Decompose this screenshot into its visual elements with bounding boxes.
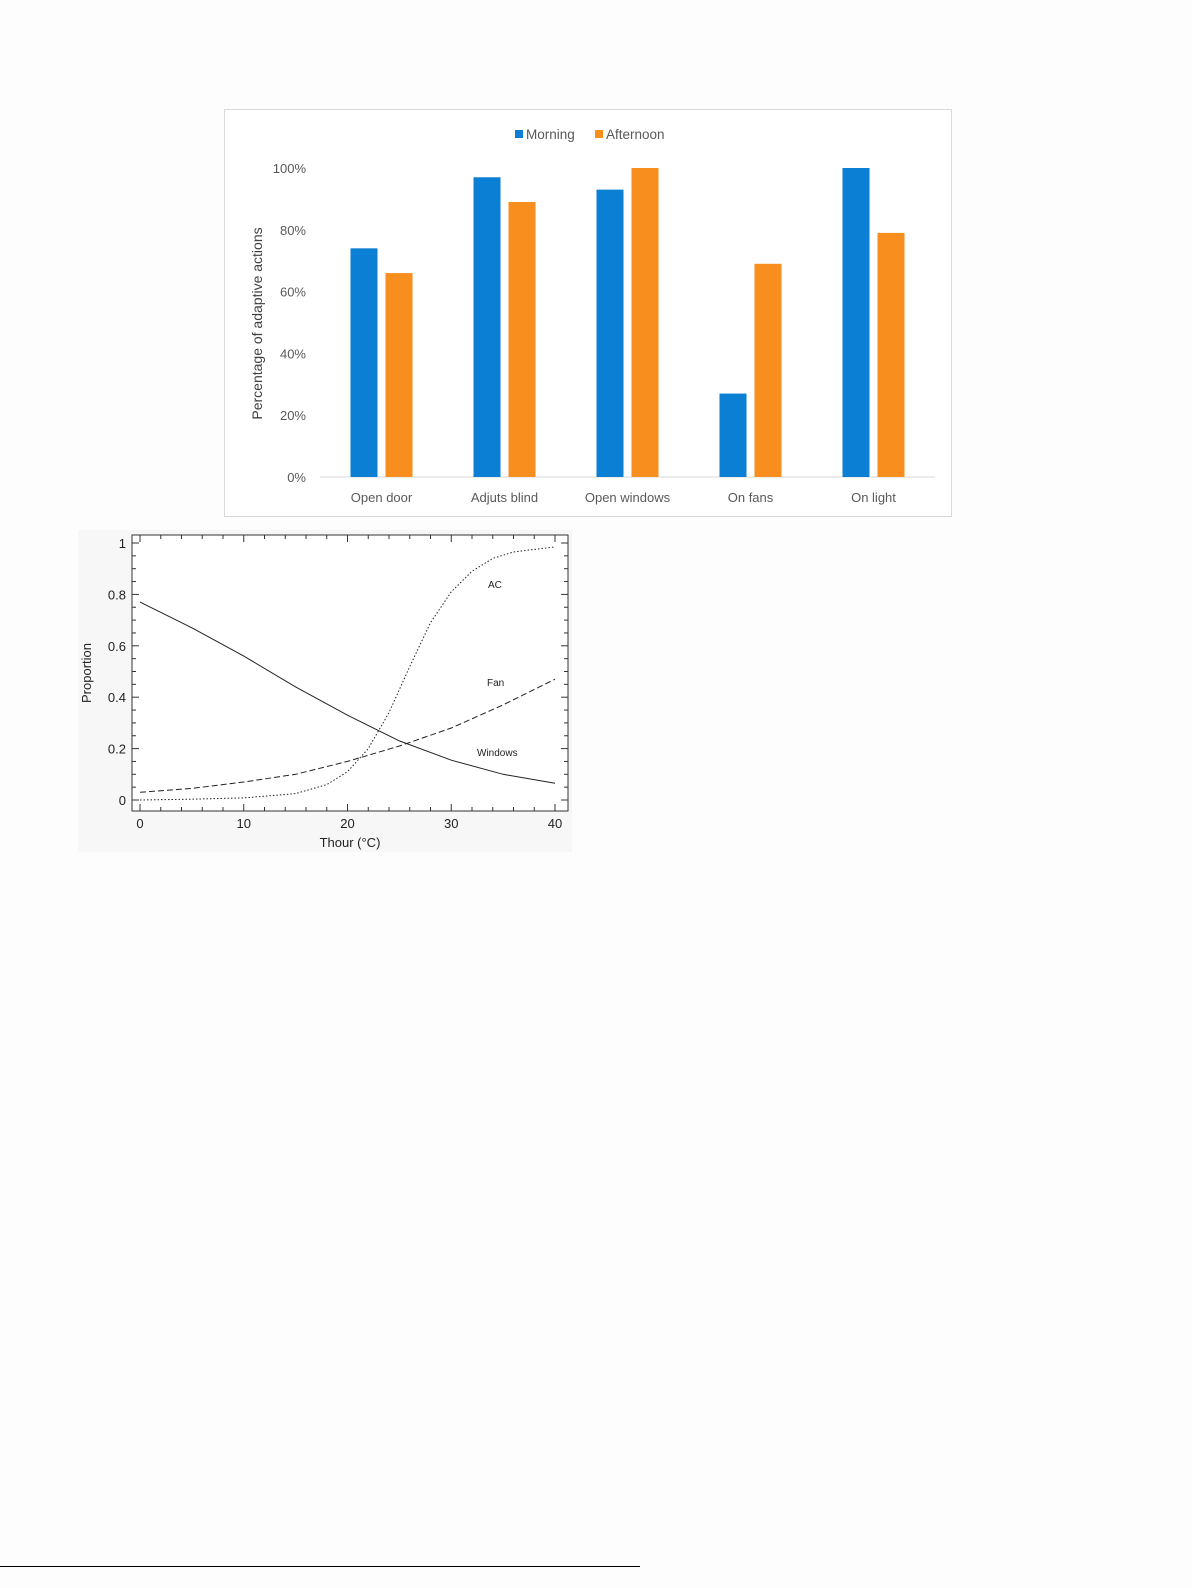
x-tick-label: 0	[136, 816, 143, 831]
y-tick-label: 0.8	[108, 587, 126, 602]
bar-afternoon-open-windows	[631, 168, 659, 477]
series-line-fan	[139, 678, 556, 793]
y-tick-label: 20%	[280, 408, 306, 423]
y-tick-label: 40%	[280, 346, 306, 361]
bar-afternoon-on-fans	[754, 263, 782, 477]
bar-morning-adjuts-blind	[473, 177, 501, 477]
y-tick-label: 0.2	[108, 742, 126, 757]
y-tick-label: 1	[119, 536, 126, 551]
x-tick-label: Adjuts blind	[471, 490, 538, 505]
y-tick-label: 60%	[280, 285, 306, 300]
adaptive-actions-bar-chart: 0% 20% 40% 60% 80% 100% Percentage of adaptive…	[224, 109, 952, 517]
legend-swatch-morning	[515, 130, 523, 138]
x-tick-label: 10	[237, 816, 251, 831]
footnote-rule	[0, 1566, 640, 1567]
bar-afternoon-on-light	[877, 232, 905, 477]
y-tick-label: 100%	[273, 161, 307, 176]
plot-frame	[131, 534, 569, 812]
legend-swatch-afternoon	[595, 130, 603, 138]
legend-label-morning: Morning	[526, 127, 575, 142]
bar-morning-on-fans	[719, 393, 747, 477]
bar-morning-open-windows	[596, 189, 624, 477]
legend-label-afternoon: Afternoon	[606, 127, 665, 142]
x-tick-label: Open windows	[585, 490, 671, 505]
series-label-fan: Fan	[487, 678, 504, 689]
bar-afternoon-adjuts-blind	[508, 201, 536, 477]
series-line-ac	[139, 546, 556, 801]
x-tick-label: On light	[851, 490, 896, 505]
y-tick-label: 0	[119, 793, 126, 808]
y-tick-label: 80%	[280, 223, 306, 238]
bar-afternoon-open-door	[385, 273, 413, 477]
y-axis-title: Proportion	[79, 643, 94, 703]
y-tick-label: 0%	[287, 470, 306, 485]
x-tick-label: 40	[548, 816, 562, 831]
bar-chart-svg: 0% 20% 40% 60% 80% 100% Percentage of adaptive…	[249, 127, 935, 505]
x-tick-label: 30	[444, 816, 458, 831]
bar-morning-on-light	[842, 168, 870, 477]
line-chart-svg: 0 10 20 30 40 0 0.2 0.4 0.6 0.8 1 Thour (°C) Proport…	[79, 534, 569, 850]
series-label-windows: Windows	[477, 748, 518, 759]
x-tick-label: 20	[340, 816, 354, 831]
proportion-line-chart: 0 10 20 30 40 0 0.2 0.4 0.6 0.8 1 Thour (°C) Proport…	[78, 530, 572, 852]
y-tick-label: 0.6	[108, 639, 126, 654]
bar-morning-open-door	[350, 248, 378, 477]
series-label-ac: AC	[488, 580, 502, 591]
y-tick-label: 0.4	[108, 690, 126, 705]
x-axis-title: Thour (°C)	[320, 835, 381, 850]
x-tick-label: Open door	[351, 490, 413, 505]
series-line-windows	[139, 601, 556, 784]
y-axis-title: Percentage of adaptive actions	[249, 227, 265, 419]
x-tick-label: On fans	[728, 490, 774, 505]
